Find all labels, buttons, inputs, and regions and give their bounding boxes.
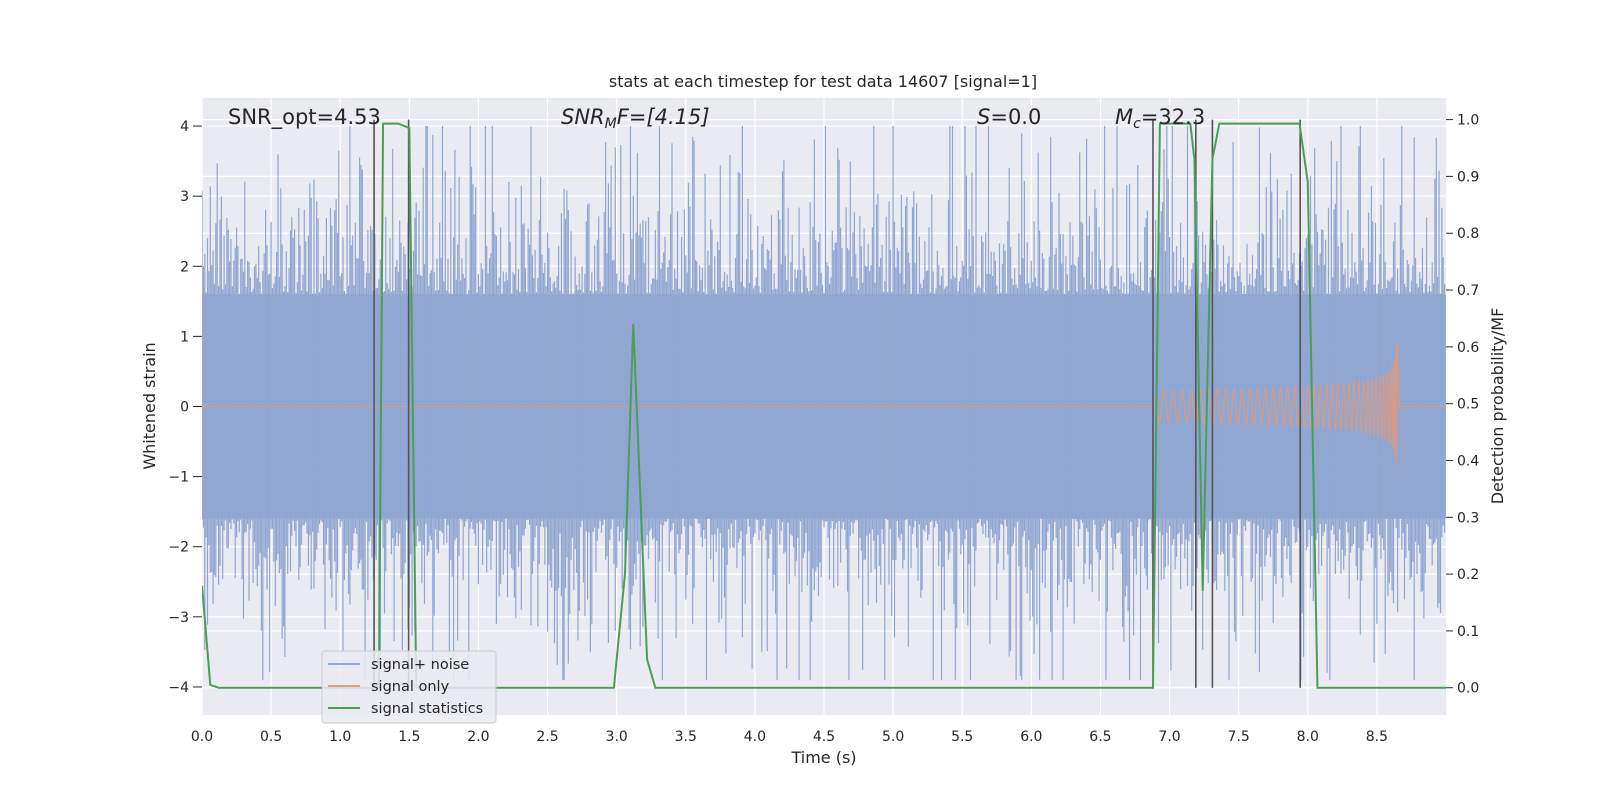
y-tick-label: 1 <box>180 329 189 345</box>
x-tick-label: 5.0 <box>882 729 904 745</box>
x-tick-label: 3.5 <box>675 729 697 745</box>
annotation-mc: Mc=32.3 <box>1115 105 1205 132</box>
legend-label-signal-only: signal only <box>371 679 450 695</box>
plot-content <box>202 119 1446 689</box>
y-tick-label: 4 <box>180 119 189 135</box>
y2-tick-label: 0.6 <box>1457 340 1479 356</box>
x-tick-label: 7.0 <box>1158 729 1180 745</box>
series-signal-noise <box>202 126 1446 680</box>
legend-label-signal-statistics: signal statistics <box>371 701 483 717</box>
annotation-snr-mf: SNRMF=[4.15] <box>561 105 710 132</box>
y-tick-label: 3 <box>180 189 189 205</box>
annotation-s: S=0.0 <box>977 105 1041 129</box>
x-tick-label: 2.0 <box>467 729 489 745</box>
y-tick-label: −2 <box>168 540 189 556</box>
y2-tick-label: 0.7 <box>1457 283 1479 299</box>
y2-tick-label: 1.0 <box>1457 113 1479 129</box>
x-tick-label: 6.5 <box>1089 729 1111 745</box>
series-signal-statistics <box>202 122 1446 689</box>
x-tick-label: 3.0 <box>606 729 628 745</box>
legend: signal+ noise signal only signal statist… <box>321 650 497 724</box>
y2-tick-label: 0.8 <box>1457 226 1479 242</box>
x-tick-label: 4.0 <box>744 729 766 745</box>
x-tick-label: 5.5 <box>951 729 973 745</box>
y2-tick-label: 0.1 <box>1457 624 1479 640</box>
y-tick-label: −3 <box>168 610 189 626</box>
y-tick-label: 2 <box>180 259 189 275</box>
x-tick-label: 8.0 <box>1297 729 1319 745</box>
y2-tick-label: 0.5 <box>1457 397 1479 413</box>
y2-tick-label: 0.4 <box>1457 453 1479 469</box>
annotation-snr-opt: SNR_opt=4.53 <box>228 105 381 130</box>
x-tick-label: 8.5 <box>1366 729 1388 745</box>
y2-axis-ticks: 1.0 0.9 0.8 0.7 0.6 0.5 0.4 0.3 0.2 0.1 0.0 <box>1446 113 1479 697</box>
x-axis-ticks: 0.0 0.5 1.0 1.5 2.0 2.5 3.0 3.5 4.0 4.5 5.0 5.5 6.0 6… <box>191 729 1388 745</box>
y-tick-label: −1 <box>168 470 189 486</box>
x-tick-label: 0.5 <box>260 729 282 745</box>
y2-tick-label: 0.9 <box>1457 169 1479 185</box>
x-tick-label: 4.5 <box>813 729 835 745</box>
y-tick-label: −4 <box>168 680 189 696</box>
y-axis-label: Whitened strain <box>140 342 159 469</box>
y2-tick-label: 0.3 <box>1457 510 1479 526</box>
x-tick-label: 0.0 <box>191 729 213 745</box>
legend-label-signal-noise: signal+ noise <box>371 657 469 673</box>
y-axis-ticks: 4 3 2 1 0 −1 −2 −3 −4 <box>168 119 202 696</box>
noise-spikes-path <box>202 126 1446 680</box>
x-tick-label: 6.0 <box>1020 729 1042 745</box>
x-tick-label: 1.5 <box>398 729 420 745</box>
legend-box <box>321 650 497 724</box>
y2-axis-label: Detection probability/MF <box>1488 308 1507 505</box>
y2-tick-label: 0.0 <box>1457 681 1479 697</box>
x-tick-label: 2.5 <box>536 729 558 745</box>
x-tick-label: 7.5 <box>1228 729 1250 745</box>
x-tick-label: 1.0 <box>329 729 351 745</box>
y2-tick-label: 0.2 <box>1457 567 1479 583</box>
x-axis-label: Time (s) <box>790 748 856 767</box>
chart-title: stats at each timestep for test data 146… <box>609 72 1037 91</box>
y-tick-label: 0 <box>180 400 189 416</box>
